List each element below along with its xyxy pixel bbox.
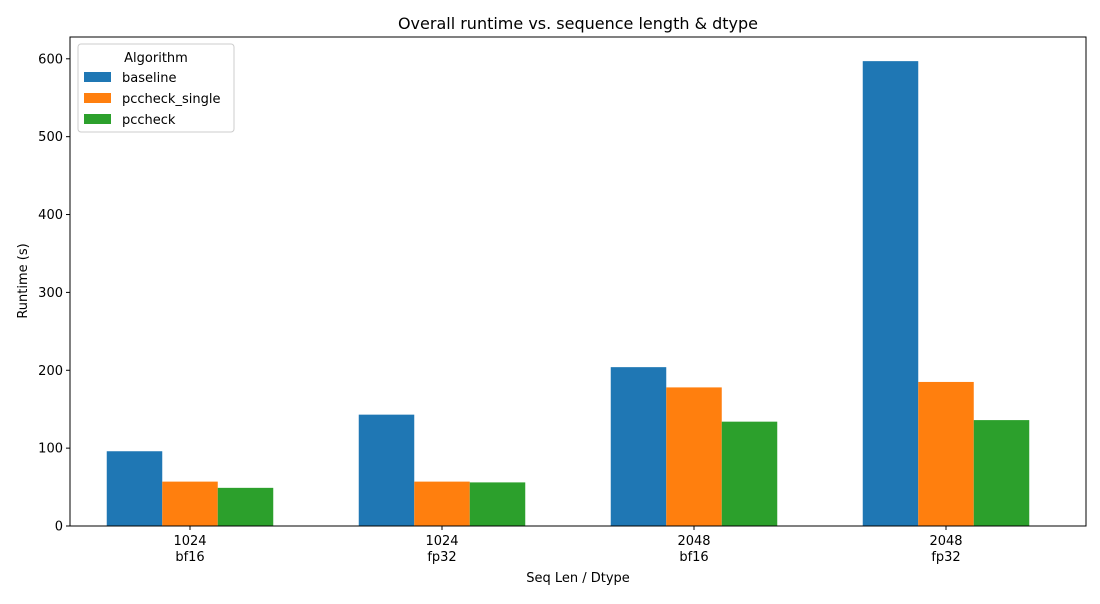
bar-baseline-1 — [358, 414, 415, 526]
bar-pccheck-2 — [721, 421, 778, 526]
legend-frame — [77, 43, 235, 133]
y-tick-label: 0 — [55, 520, 63, 535]
bar-pccheck-1 — [469, 482, 526, 526]
bar-pccheck-3 — [973, 420, 1030, 526]
legend-swatch-baseline — [84, 72, 111, 82]
x-tick-label: 2048 — [929, 534, 962, 549]
legend-swatch-pccheck — [84, 114, 111, 124]
chart-title: Overall runtime vs. sequence length & dt… — [398, 14, 758, 33]
y-tick-label: 600 — [38, 52, 63, 67]
legend-title: Algorithm — [124, 51, 188, 66]
x-tick-label: 1024 — [173, 534, 206, 549]
y-axis-label: Runtime (s) — [16, 243, 31, 318]
bar-baseline-0 — [106, 451, 163, 526]
y-axis: 0 100 200 300 400 500 600 — [38, 52, 70, 535]
x-tick-label: fp32 — [931, 550, 960, 565]
x-tick-label: 2048 — [677, 534, 710, 549]
legend-label-baseline: baseline — [122, 71, 176, 86]
x-tick-label: 1024 — [425, 534, 458, 549]
x-tick-label: bf16 — [175, 550, 204, 565]
x-axis-label: Seq Len / Dtype — [526, 571, 630, 586]
legend-swatch-pccheck_single — [84, 93, 111, 103]
y-tick-label: 400 — [38, 208, 63, 223]
bar-pccheck_single-3 — [918, 381, 974, 526]
x-tick-label: fp32 — [427, 550, 456, 565]
legend-label-pccheck: pccheck — [122, 113, 176, 128]
y-tick-label: 300 — [38, 286, 63, 301]
legend-label-pccheck_single: pccheck_single — [122, 92, 220, 107]
bar-pccheck-0 — [217, 487, 274, 526]
y-tick-label: 200 — [38, 364, 63, 379]
bar-pccheck_single-2 — [666, 387, 722, 526]
bar-pccheck_single-1 — [414, 481, 470, 526]
plot-frame — [69, 36, 1087, 527]
y-tick-label: 500 — [38, 130, 63, 145]
y-tick-label: 100 — [38, 442, 63, 457]
bar-baseline-2 — [610, 367, 667, 526]
bars-layer — [106, 61, 1030, 526]
bar-pccheck_single-0 — [162, 481, 218, 526]
bar-baseline-3 — [862, 61, 919, 526]
x-tick-label: bf16 — [679, 550, 708, 565]
